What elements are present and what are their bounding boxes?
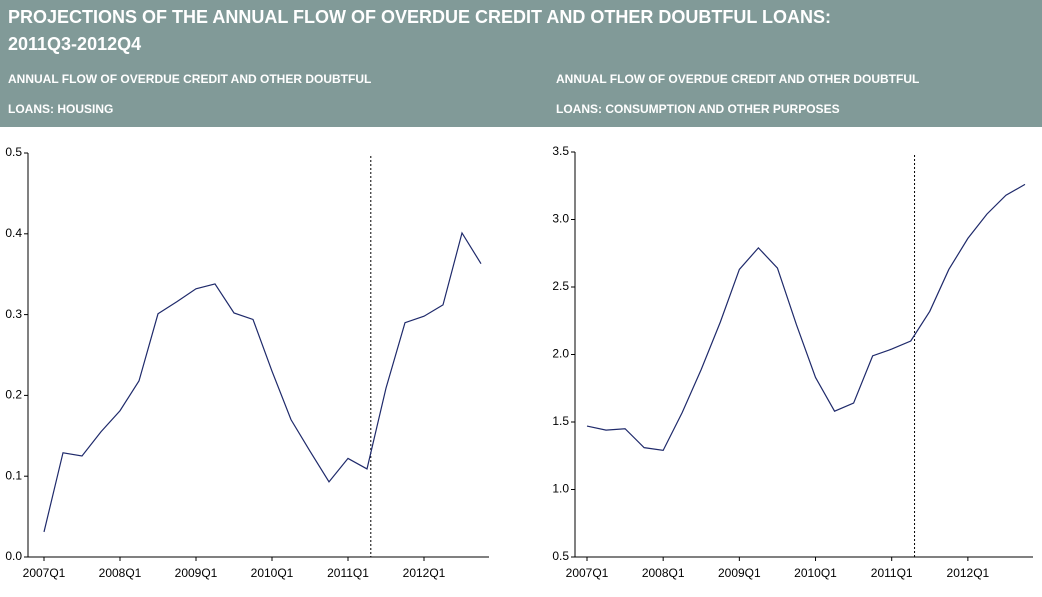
chart-title: ANNUAL FLOW OF OVERDUE CREDIT AND OTHER … <box>556 72 919 86</box>
y-tick-label: 0.2 <box>5 388 22 402</box>
y-tick-label: 0.0 <box>5 549 22 563</box>
y-tick-label: 0.5 <box>552 549 569 563</box>
x-tick-label: 2009Q1 <box>718 566 761 580</box>
title: 2011Q3-2012Q4 <box>8 34 141 54</box>
x-tick-label: 2010Q1 <box>251 566 294 580</box>
y-tick-label: 3.5 <box>552 144 569 158</box>
x-tick-label: 2011Q1 <box>871 566 913 580</box>
x-tick-label: 2012Q1 <box>403 566 446 580</box>
chart-title: LOANS: CONSUMPTION AND OTHER PURPOSES <box>556 102 840 116</box>
chart-title: ANNUAL FLOW OF OVERDUE CREDIT AND OTHER … <box>8 72 371 86</box>
y-tick-label: 0.1 <box>5 468 22 482</box>
x-tick-label: 2011Q1 <box>327 566 369 580</box>
x-tick-label: 2008Q1 <box>642 566 685 580</box>
x-tick-label: 2007Q1 <box>566 566 609 580</box>
x-tick-label: 2010Q1 <box>794 566 837 580</box>
y-tick-label: 1.0 <box>552 482 569 496</box>
x-tick-label: 2007Q1 <box>23 566 66 580</box>
header-band <box>0 0 1042 127</box>
chart-title: LOANS: HOUSING <box>8 102 113 116</box>
data-line <box>43 231 482 533</box>
y-tick-label: 3.0 <box>552 212 569 226</box>
y-tick-label: 1.5 <box>552 414 569 428</box>
x-tick-label: 2012Q1 <box>947 566 990 580</box>
title: PROJECTIONS OF THE ANNUAL FLOW OF OVERDU… <box>8 7 831 27</box>
y-tick-label: 0.4 <box>5 226 22 240</box>
y-tick-label: 0.3 <box>5 307 22 321</box>
x-tick-label: 2008Q1 <box>99 566 142 580</box>
x-tick-label: 2009Q1 <box>175 566 218 580</box>
y-tick-label: 2.5 <box>552 279 569 293</box>
data-line <box>586 183 1026 452</box>
y-tick-label: 2.0 <box>552 347 569 361</box>
y-tick-label: 0.5 <box>5 145 22 159</box>
